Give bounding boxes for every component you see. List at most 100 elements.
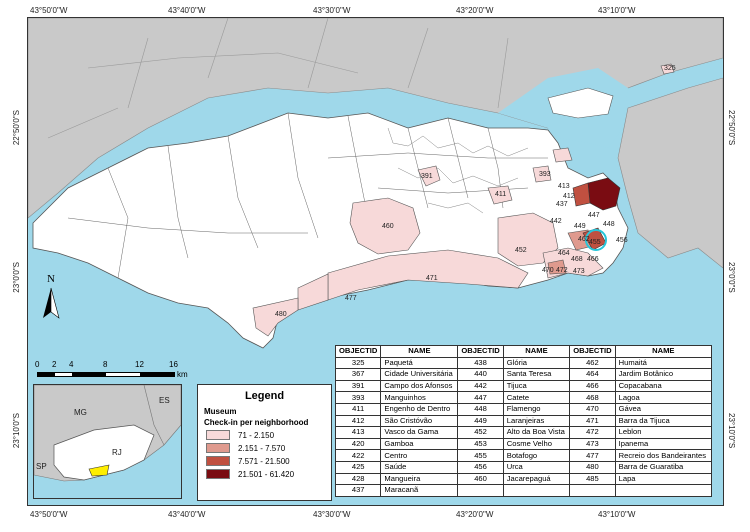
table-row: 428 Mangueira 460 Jacarepaguá 485 Lapa	[334, 472, 713, 486]
map-label-472: 472	[556, 267, 568, 274]
coord-left-1: 22°50'0"S	[12, 110, 21, 146]
map-label-448: 448	[603, 221, 615, 228]
table-row: 413 Vasco da Gama 452 Alto da Boa Vista 472 L…	[334, 426, 713, 439]
coord-bottom-4: 43°20'0"W	[456, 510, 494, 519]
cell-objectid: 452	[457, 426, 504, 439]
attribute-table: OBJECTID NAME OBJECTID NAME OBJECTID NAM…	[334, 345, 713, 497]
cell-objectid: 470	[569, 402, 616, 416]
cell-name: Gamboa	[380, 437, 459, 451]
cell-name: Humaitá	[614, 356, 713, 370]
cell-objectid: 438	[457, 356, 504, 370]
cell-name: Urca	[502, 460, 571, 474]
cell-name: Botafogo	[502, 449, 571, 462]
cell-name: Copacabana	[614, 379, 713, 393]
cell-objectid: 413	[334, 426, 382, 439]
cell-objectid: 442	[457, 379, 504, 393]
table-row: 437 Maracanã	[334, 484, 713, 497]
cell-name: Barra da Tijuca	[614, 414, 713, 428]
map-label-462: 462	[578, 236, 590, 243]
coord-bottom-5: 43°10'0"W	[598, 510, 636, 519]
nbh-393	[532, 165, 552, 183]
cell-name: Centro	[380, 449, 459, 462]
cell-objectid: 485	[569, 472, 616, 486]
cell-name: Recreio dos Bandeirantes	[614, 449, 713, 462]
cell-objectid: 460	[457, 472, 504, 486]
col-header-objectid-1: OBJECTID	[334, 345, 382, 358]
scale-tick-4: 4	[69, 360, 74, 369]
map-label-477: 477	[345, 295, 357, 302]
cell-objectid: 448	[457, 402, 504, 416]
table-row: 393 Manguinhos 447 Catete 468 Lagoa	[334, 391, 713, 404]
cell-objectid: 449	[457, 414, 504, 428]
coord-bottom-2: 43°40'0"W	[168, 510, 206, 519]
col-header-name-3: NAME	[614, 345, 713, 358]
scale-tick-2: 2	[52, 360, 57, 369]
cell-name: Paquetá	[380, 356, 459, 370]
cell-name: São Cristóvão	[380, 414, 459, 428]
mainland-gray-east	[617, 77, 723, 269]
cell-objectid: 422	[334, 449, 382, 462]
map-label-468: 468	[571, 256, 583, 263]
map-label-413: 413	[558, 183, 570, 190]
map-label-473: 473	[573, 268, 585, 275]
map-label-460: 460	[382, 223, 394, 230]
coord-top-3: 43°30'0"W	[313, 6, 351, 15]
cell-objectid: 425	[334, 460, 382, 474]
cell-name: Alto da Boa Vista	[502, 426, 571, 439]
cell-name	[614, 484, 713, 497]
col-header-name-1: NAME	[380, 345, 459, 358]
map-label-455: 455	[589, 239, 601, 246]
cell-objectid: 367	[334, 368, 382, 381]
cell-objectid: 440	[457, 368, 504, 381]
map-label-447: 447	[588, 212, 600, 219]
cell-name: Flamengo	[502, 402, 571, 416]
cell-name: Campo dos Afonsos	[380, 379, 459, 393]
nbh-471	[327, 249, 529, 301]
north-arrow: N	[43, 273, 60, 319]
cell-objectid: 456	[457, 460, 504, 474]
cell-name: Vasco da Gama	[380, 426, 459, 439]
map-label-325: 325	[664, 65, 676, 72]
cell-name: Manguinhos	[380, 391, 459, 404]
coord-top-1: 43°50'0"W	[30, 6, 68, 15]
cell-name: Cosme Velho	[502, 437, 571, 451]
cell-name: Gávea	[614, 402, 713, 416]
cell-name: Glória	[502, 356, 571, 370]
table-row: 425 Saúde 456 Urca 480 Barra de Guaratiba	[334, 460, 713, 474]
legend-class-1: 71 - 2.150	[206, 430, 331, 440]
cell-name	[502, 484, 571, 497]
cell-name: Santa Teresa	[502, 368, 571, 381]
legend-class-4: 21.501 - 61.420	[206, 469, 331, 479]
legend-class-3: 7.571 - 21.500	[206, 456, 331, 466]
map-label-412: 412	[563, 193, 575, 200]
inset-map: MG ES RJ SP	[33, 384, 182, 499]
cell-name: Lapa	[614, 472, 713, 486]
map-label-437: 437	[556, 201, 568, 208]
cell-objectid	[457, 484, 504, 497]
legend: Legend Museum Check-in per neighborhood …	[197, 384, 332, 501]
coord-bottom-3: 43°30'0"W	[313, 510, 351, 519]
cell-objectid: 477	[569, 449, 616, 462]
cell-objectid: 420	[334, 437, 382, 451]
table-row: 412 São Cristóvão 449 Laranjeiras 471 Barra d…	[334, 414, 713, 428]
scale-tick-0: 0	[35, 360, 40, 369]
nbh-325	[660, 63, 675, 75]
scale-tick-16: 16	[169, 360, 178, 369]
table-header-row: OBJECTID NAME OBJECTID NAME OBJECTID NAM…	[334, 345, 713, 358]
table-row: 367 Cidade Universitária 440 Santa Teresa 46…	[334, 368, 713, 381]
cell-objectid: 428	[334, 472, 382, 486]
map-labels: 325 391 393 411 460 452 471 477 480 442 …	[275, 65, 676, 318]
ilha-governador	[547, 87, 614, 119]
cell-name: Jacarepaguá	[502, 472, 571, 486]
coord-right-2: 23°0'0"S	[727, 262, 736, 293]
legend-title: Legend	[244, 390, 285, 402]
col-header-name-2: NAME	[502, 345, 571, 358]
cell-objectid: 447	[457, 391, 504, 404]
legend-layer: Museum	[204, 407, 237, 416]
map-label-470: 470	[542, 267, 554, 274]
cell-name: Cidade Universitária	[380, 368, 459, 381]
cell-name: Maracanã	[380, 484, 459, 497]
cell-name: Ipanema	[614, 437, 713, 451]
table-row: 411 Engenho de Dentro 448 Flamengo 470 Gávea	[334, 402, 713, 416]
map-label-452: 452	[515, 247, 527, 254]
